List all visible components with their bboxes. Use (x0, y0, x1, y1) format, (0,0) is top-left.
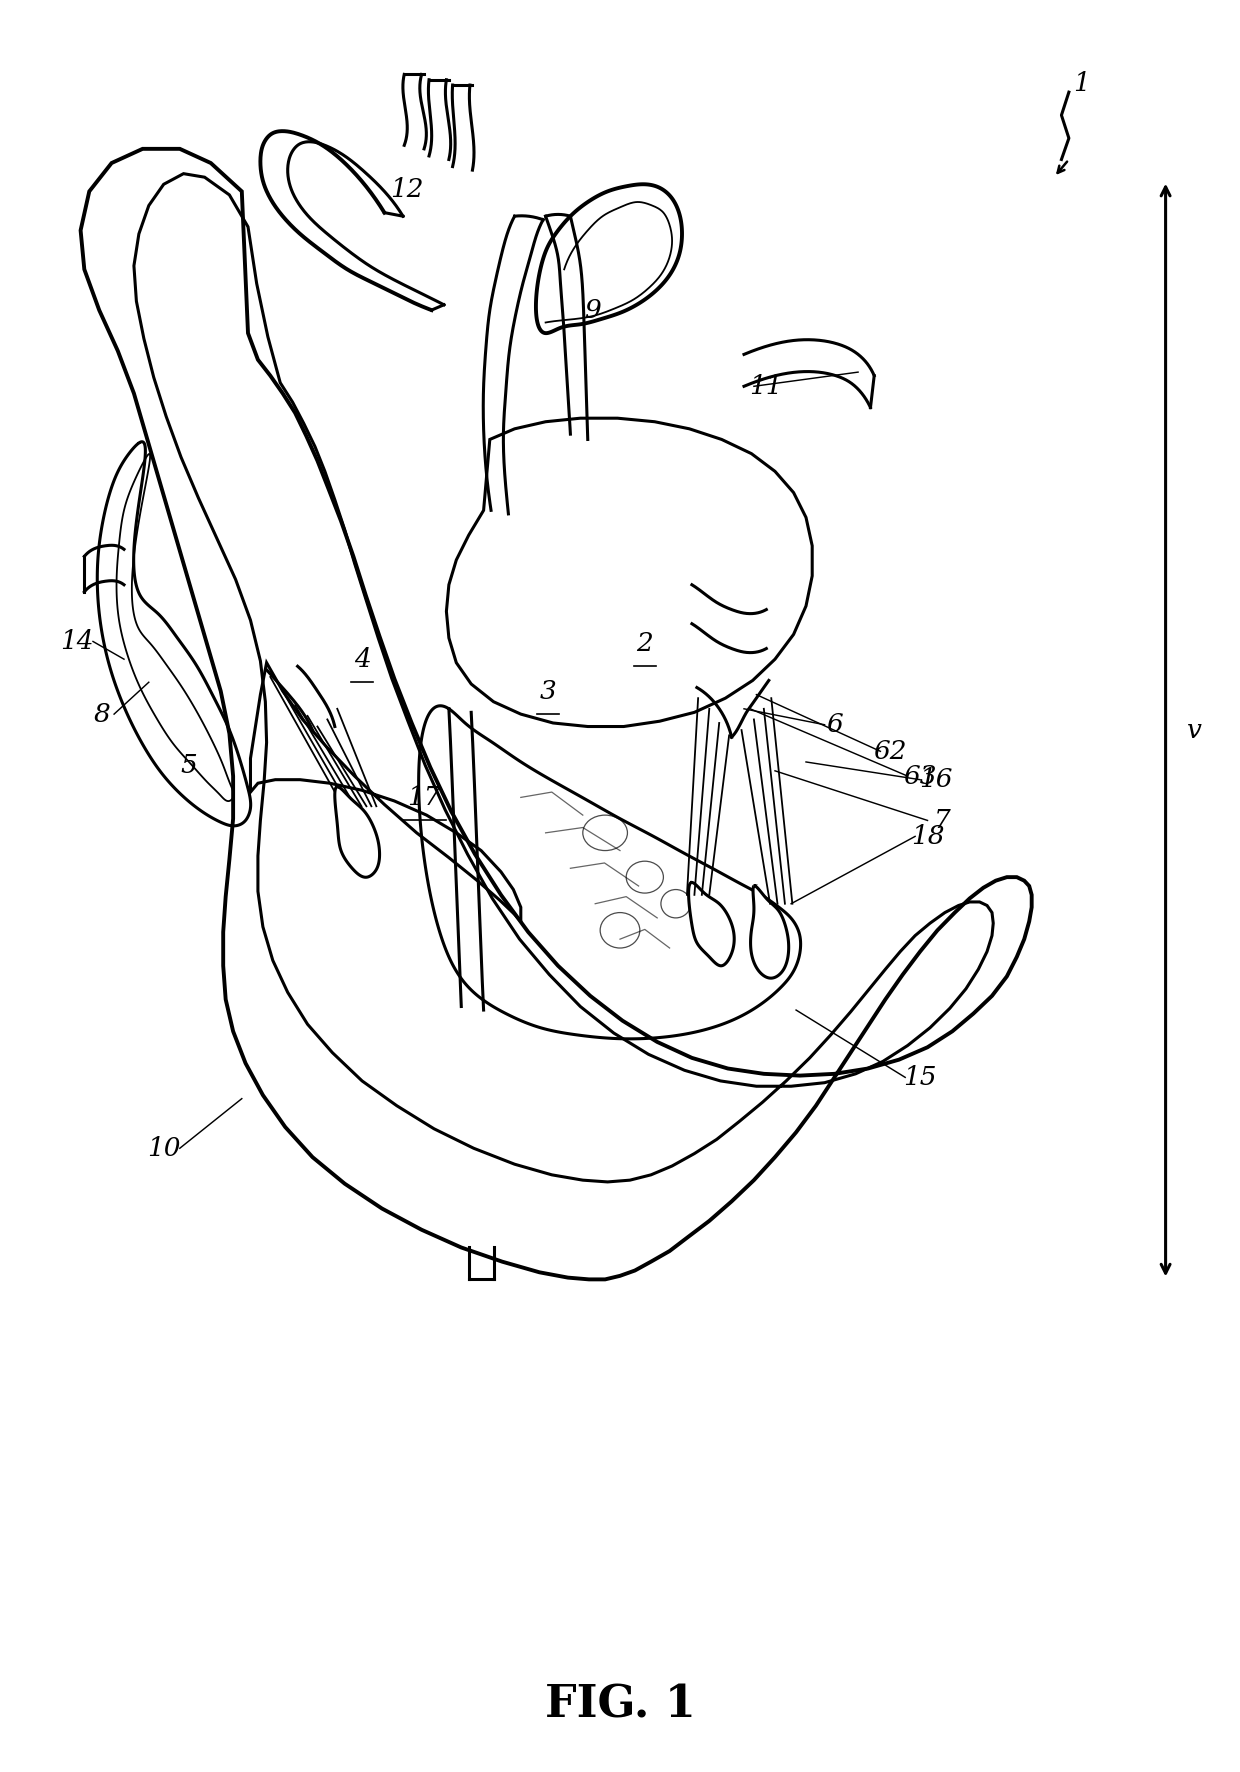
Text: v: v (1187, 718, 1202, 742)
Text: 17: 17 (407, 785, 441, 810)
Text: 63: 63 (903, 764, 937, 789)
Text: 62: 62 (873, 739, 908, 764)
Text: 12: 12 (389, 177, 424, 202)
Text: 9: 9 (584, 298, 601, 323)
Text: 3: 3 (539, 679, 557, 703)
Polygon shape (335, 787, 379, 877)
Polygon shape (536, 184, 682, 333)
Text: 7: 7 (934, 808, 951, 833)
Text: 8: 8 (93, 702, 110, 727)
Text: 16: 16 (919, 767, 954, 792)
Text: 6: 6 (826, 712, 843, 737)
Polygon shape (750, 886, 789, 978)
Text: 1: 1 (1073, 71, 1090, 96)
Text: FIG. 1: FIG. 1 (544, 1683, 696, 1726)
Text: 5: 5 (180, 753, 197, 778)
Polygon shape (688, 882, 734, 966)
Text: 10: 10 (146, 1136, 181, 1161)
Polygon shape (81, 149, 1032, 1279)
Text: 18: 18 (910, 824, 945, 849)
Text: 11: 11 (749, 374, 784, 399)
Text: 14: 14 (60, 629, 94, 654)
Text: 15: 15 (903, 1065, 937, 1090)
Text: 4: 4 (353, 647, 371, 672)
Text: 2: 2 (636, 631, 653, 656)
